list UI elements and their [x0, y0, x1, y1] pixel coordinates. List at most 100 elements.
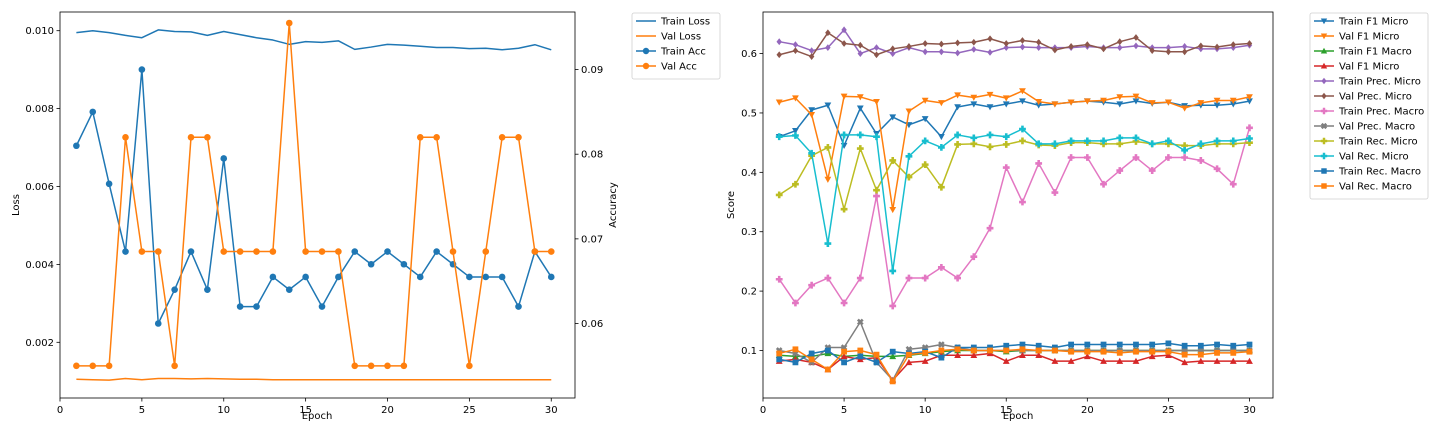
data-point: [792, 128, 799, 135]
data-point: [1003, 40, 1009, 47]
data-point: [857, 353, 864, 360]
x-tick-label: 10: [919, 405, 932, 416]
data-point: [1100, 180, 1107, 188]
data-point: [1083, 154, 1091, 161]
data-point: [236, 303, 244, 310]
legend-label: Train Acc: [660, 47, 706, 58]
legend-swatch-marker: [642, 47, 650, 55]
data-point: [1132, 134, 1140, 142]
data-point: [1148, 100, 1156, 107]
data-point: [921, 274, 929, 282]
data-point: [236, 248, 244, 255]
data-point: [1100, 341, 1107, 348]
data-point: [1084, 341, 1091, 348]
data-point: [253, 303, 260, 310]
data-point: [1002, 164, 1010, 171]
data-point: [318, 248, 326, 255]
plot-frame: [59, 11, 576, 399]
series-line: [76, 22, 552, 367]
data-point: [937, 183, 945, 191]
data-point: [515, 303, 522, 310]
data-point: [1019, 341, 1026, 348]
data-point: [1051, 140, 1059, 148]
data-point: [220, 155, 228, 162]
data-point: [105, 362, 113, 370]
y-tick-label: 0.004: [25, 260, 54, 271]
data-point: [776, 356, 783, 363]
data-point: [1213, 165, 1221, 173]
legend-entry: Val Prec. Micro: [1314, 92, 1412, 103]
data-point: [808, 350, 815, 357]
data-point: [987, 347, 993, 354]
data-point: [1116, 167, 1124, 174]
data-point: [824, 143, 832, 151]
legend: Train F1 Micro Val F1 Micro Train F1 Macro…: [1309, 12, 1429, 200]
data-point: [889, 114, 897, 121]
data-point: [1083, 137, 1091, 145]
legend-swatch-marker: [1320, 107, 1328, 115]
data-point: [171, 286, 178, 293]
data-point: [351, 248, 359, 255]
data-point: [384, 362, 391, 370]
data-point: [1246, 357, 1253, 364]
data-point: [873, 44, 880, 52]
series-line: [76, 29, 552, 51]
data-point: [384, 248, 391, 255]
data-point: [154, 248, 162, 255]
data-point: [808, 149, 816, 157]
data-point: [970, 344, 977, 351]
data-point: [954, 351, 961, 358]
data-point: [840, 353, 848, 360]
legend-label: Train Rec. Micro: [1338, 137, 1418, 148]
data-point: [433, 133, 440, 141]
data-point: [873, 351, 880, 358]
series-line: [779, 32, 1250, 58]
data-point: [482, 273, 490, 281]
data-point: [1165, 154, 1172, 161]
data-point: [1181, 342, 1188, 349]
data-point: [971, 38, 977, 46]
data-point: [775, 191, 783, 199]
legend-entry: Val Rec. Macro: [1314, 182, 1412, 193]
data-point: [1148, 140, 1156, 148]
data-point: [1002, 101, 1010, 108]
data-point: [840, 299, 848, 307]
legend-entry: Val F1 Micro: [1314, 32, 1399, 43]
data-point: [1246, 124, 1253, 132]
data-point: [889, 157, 897, 164]
data-point: [138, 248, 146, 255]
data-point: [1165, 348, 1172, 355]
data-point: [921, 161, 929, 169]
data-point: [1035, 342, 1042, 349]
series-train-loss: [76, 29, 552, 51]
data-point: [1214, 349, 1220, 356]
data-point: [954, 49, 961, 57]
data-point: [905, 274, 913, 282]
data-point: [776, 38, 782, 46]
data-point: [1149, 348, 1156, 355]
legend-swatch-marker: [1320, 47, 1328, 54]
series-line: [778, 127, 1251, 307]
data-point: [905, 108, 913, 115]
data-point: [1246, 40, 1253, 47]
data-point: [986, 224, 994, 232]
data-point: [905, 358, 913, 366]
data-point: [922, 48, 928, 56]
data-point: [1133, 341, 1139, 348]
series-val-rec-micro: [775, 125, 1253, 275]
data-point: [400, 260, 408, 268]
data-point: [970, 94, 978, 101]
data-point: [1052, 46, 1058, 54]
legend-swatch-marker: [1320, 122, 1328, 130]
data-point: [1100, 357, 1107, 364]
data-point: [841, 26, 847, 34]
y2-tick-label: 0.09: [581, 65, 603, 76]
data-point: [970, 134, 978, 142]
data-point: [1229, 180, 1237, 188]
data-point: [1019, 37, 1026, 44]
data-point: [1197, 157, 1205, 164]
data-point: [1181, 142, 1189, 150]
data-point: [873, 359, 880, 366]
series-val-rec-macro: [776, 346, 1253, 385]
data-point: [873, 186, 880, 194]
